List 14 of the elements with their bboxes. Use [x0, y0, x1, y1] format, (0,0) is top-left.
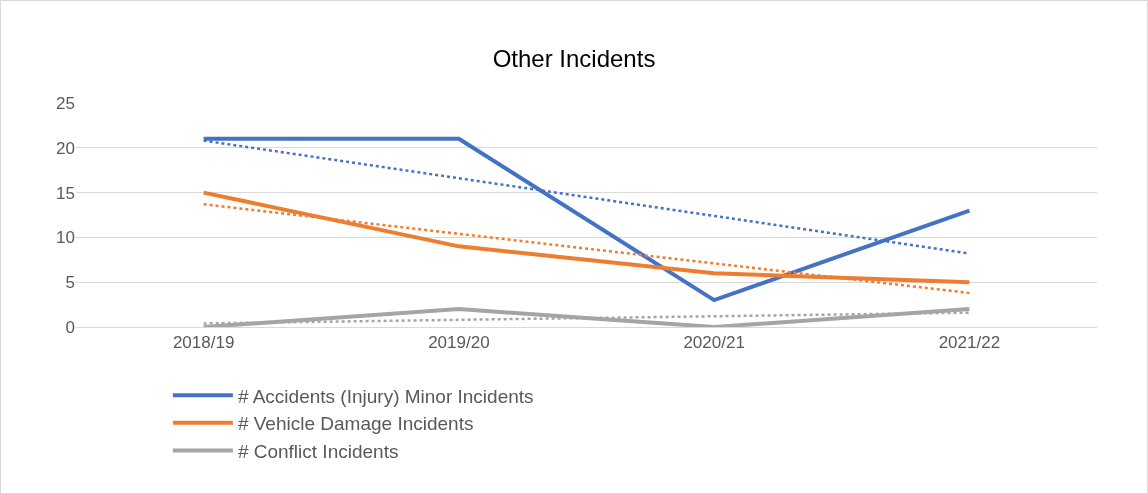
- x-tick-label: 2018/19: [172, 333, 235, 353]
- legend-label: # Accidents (Injury) Minor Incidents: [237, 385, 534, 407]
- y-tick-label: 10: [56, 228, 75, 248]
- y-tick-label: 5: [65, 273, 75, 293]
- chart-title: Other Incidents: [492, 45, 656, 72]
- y-tick-label: 0: [65, 317, 75, 337]
- y-tick-label: 15: [56, 183, 75, 203]
- y-tick-label: 25: [56, 93, 75, 113]
- legend-label: # Vehicle Damage Incidents: [237, 413, 474, 435]
- y-tick-label: 20: [56, 138, 75, 158]
- x-tick-label: 2020/21: [683, 333, 745, 353]
- x-tick-label: 2019/20: [428, 333, 490, 353]
- legend-label: # Conflict Incidents: [237, 440, 399, 462]
- x-tick-label: 2021/22: [938, 333, 1001, 353]
